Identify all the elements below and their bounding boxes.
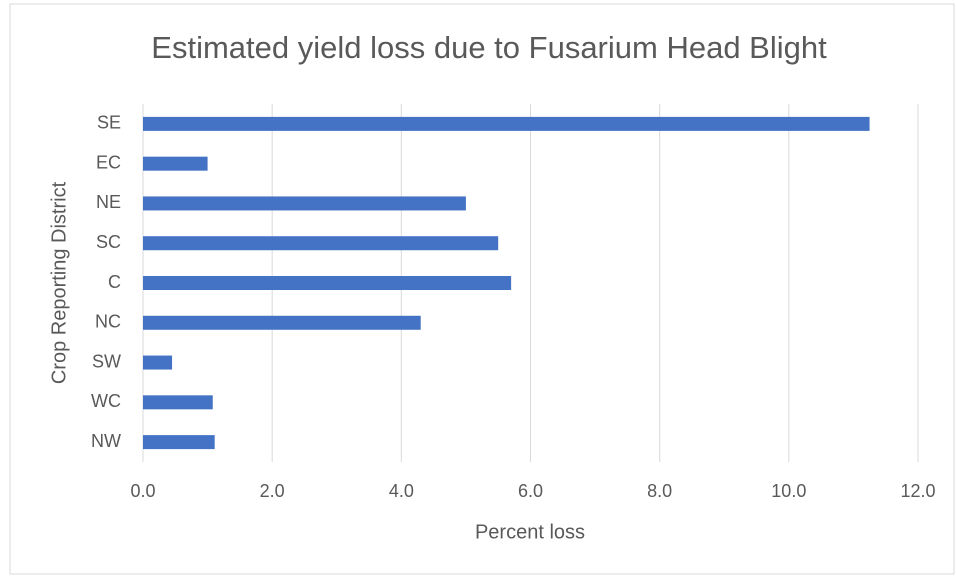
y-tick-label: SC <box>96 232 121 252</box>
x-tick-label: 10.0 <box>771 481 806 501</box>
y-tick-label: WC <box>91 391 121 411</box>
x-tick-label: 8.0 <box>647 481 672 501</box>
x-tick-label: 0.0 <box>130 481 155 501</box>
y-tick-label: EC <box>96 152 121 172</box>
bar <box>143 156 208 171</box>
chart-title: Estimated yield loss due to Fusarium Hea… <box>151 30 827 65</box>
y-tick-label: NW <box>91 431 121 451</box>
x-tick-label: 6.0 <box>518 481 543 501</box>
bar <box>143 355 173 370</box>
bar <box>143 236 499 251</box>
y-tick-label: NE <box>96 192 121 212</box>
bar <box>143 276 512 290</box>
x-axis-title: Percent loss <box>475 521 585 543</box>
y-tick-label: SE <box>97 113 121 133</box>
y-axis-title: Crop Reporting District <box>48 181 70 384</box>
x-tick-label: 2.0 <box>260 481 285 501</box>
x-tick-label: 12.0 <box>900 481 935 501</box>
bar <box>143 196 466 211</box>
x-tick-label: 4.0 <box>389 481 414 501</box>
bar <box>143 315 421 330</box>
bar <box>143 395 213 410</box>
y-tick-label: C <box>108 272 121 292</box>
bar <box>143 435 215 450</box>
bar <box>143 116 870 131</box>
y-tick-label: SW <box>92 351 121 371</box>
y-tick-label: NC <box>95 312 121 332</box>
